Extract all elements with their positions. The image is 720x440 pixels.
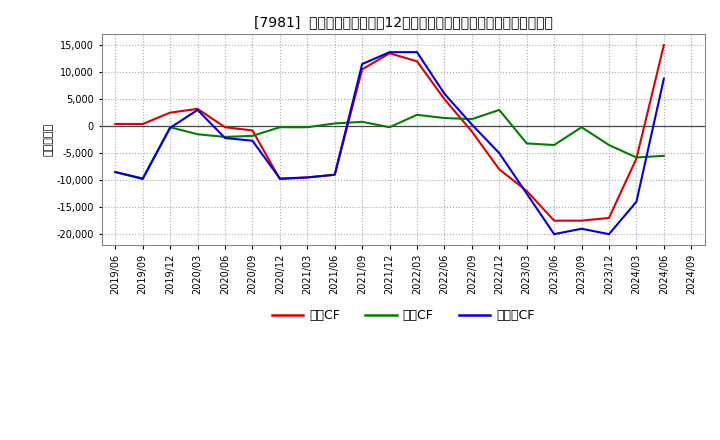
Y-axis label: （百万円）: （百万円） — [44, 123, 54, 156]
Title: [7981]  キャッシュフローの12か月移動合計の対前年同期増減額の推移: [7981] キャッシュフローの12か月移動合計の対前年同期増減額の推移 — [254, 15, 553, 29]
Legend: 営業CF, 投資CF, フリーCF: 営業CF, 投資CF, フリーCF — [267, 304, 539, 327]
